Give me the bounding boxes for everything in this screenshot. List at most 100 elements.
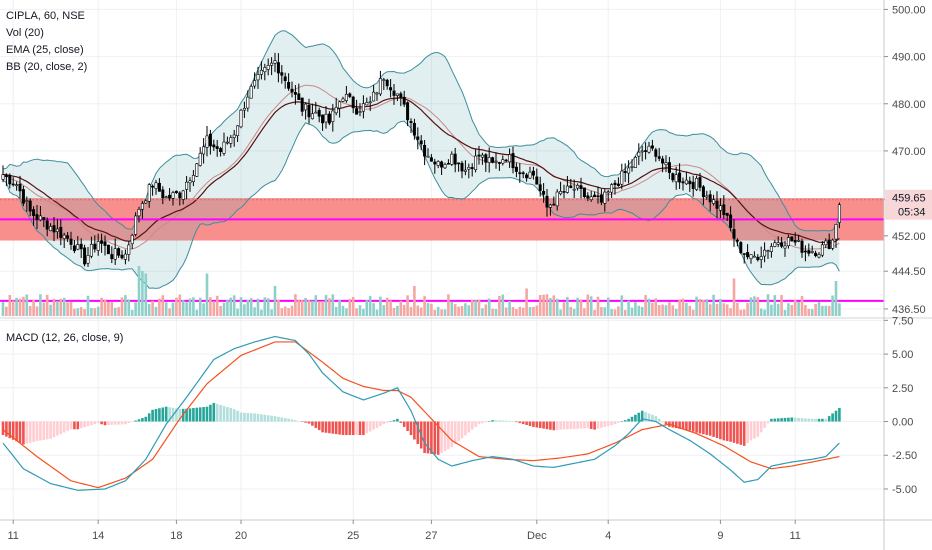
candle[interactable] <box>637 143 641 166</box>
candle[interactable] <box>732 219 736 247</box>
candle[interactable] <box>688 176 692 192</box>
candle[interactable] <box>338 100 342 118</box>
candle[interactable] <box>644 142 648 160</box>
candle[interactable] <box>219 146 223 157</box>
candle[interactable] <box>361 95 365 119</box>
candle[interactable] <box>491 156 495 164</box>
candle[interactable] <box>300 97 304 117</box>
candle[interactable] <box>715 191 719 219</box>
candle[interactable] <box>783 240 787 257</box>
candle[interactable] <box>742 253 746 264</box>
candle[interactable] <box>113 238 117 265</box>
candle[interactable] <box>42 217 46 228</box>
candle[interactable] <box>793 232 797 246</box>
candle[interactable] <box>28 198 32 217</box>
candle[interactable] <box>480 152 484 165</box>
candle[interactable] <box>52 216 56 242</box>
candle[interactable] <box>263 63 267 81</box>
candle[interactable] <box>154 179 158 195</box>
candle[interactable] <box>253 72 257 89</box>
candle[interactable] <box>62 232 66 249</box>
candle[interactable] <box>831 238 835 251</box>
candle[interactable] <box>21 185 25 207</box>
candle[interactable] <box>236 125 240 142</box>
candle[interactable] <box>620 163 624 190</box>
candle[interactable] <box>457 162 461 172</box>
candle[interactable] <box>287 73 291 91</box>
candle[interactable] <box>508 148 512 168</box>
candle[interactable] <box>552 196 556 206</box>
candle[interactable] <box>11 176 15 187</box>
candle[interactable] <box>521 171 525 179</box>
candle[interactable] <box>191 170 195 187</box>
candle[interactable] <box>256 67 260 89</box>
candle[interactable] <box>627 160 631 184</box>
candle[interactable] <box>603 189 607 212</box>
candle[interactable] <box>572 179 576 198</box>
candle[interactable] <box>504 158 508 163</box>
candle[interactable] <box>773 239 777 248</box>
candle[interactable] <box>137 206 141 223</box>
candle[interactable] <box>599 189 603 206</box>
candle[interactable] <box>276 53 280 83</box>
candle[interactable] <box>576 183 580 191</box>
candle[interactable] <box>729 206 733 232</box>
candle[interactable] <box>15 181 19 191</box>
candle[interactable] <box>232 129 236 147</box>
candle[interactable] <box>8 173 12 189</box>
candle[interactable] <box>375 91 379 101</box>
candle[interactable] <box>297 83 301 100</box>
candle[interactable] <box>100 233 104 253</box>
candle[interactable] <box>440 160 444 176</box>
candle[interactable] <box>127 241 131 262</box>
candle[interactable] <box>701 185 705 205</box>
candle[interactable] <box>820 240 824 258</box>
candle[interactable] <box>579 177 583 199</box>
candle[interactable] <box>83 244 87 267</box>
candle[interactable] <box>511 146 515 174</box>
candle[interactable] <box>25 196 29 212</box>
candle[interactable] <box>310 103 314 120</box>
candle[interactable] <box>756 254 760 262</box>
candle[interactable] <box>718 198 722 219</box>
candle[interactable] <box>654 147 658 162</box>
candle[interactable] <box>55 218 59 239</box>
candle[interactable] <box>324 106 328 129</box>
candle[interactable] <box>528 166 532 179</box>
candle[interactable] <box>351 95 355 114</box>
candle[interactable] <box>222 132 226 156</box>
candle[interactable] <box>593 191 597 198</box>
candle[interactable] <box>123 249 127 265</box>
time-axis[interactable]: 11 14 18 20 25 27 Dec 4 9 11 <box>0 519 932 542</box>
candle[interactable] <box>140 200 144 219</box>
candle[interactable] <box>208 129 212 155</box>
candle[interactable] <box>181 189 185 205</box>
macd-panel[interactable] <box>0 317 932 491</box>
candle[interactable] <box>535 168 539 185</box>
candle[interactable] <box>174 190 178 194</box>
candle[interactable] <box>293 85 297 105</box>
candle[interactable] <box>582 187 586 199</box>
candle[interactable] <box>426 148 430 158</box>
candle[interactable] <box>86 246 90 267</box>
candle[interactable] <box>45 217 49 237</box>
candle[interactable] <box>317 107 321 123</box>
candle[interactable] <box>372 85 376 102</box>
candle[interactable] <box>331 104 335 132</box>
indicator-volume-label[interactable]: Vol (20) <box>6 27 44 39</box>
candle[interactable] <box>671 172 675 183</box>
candle[interactable] <box>327 111 331 126</box>
candle[interactable] <box>161 186 165 205</box>
candle[interactable] <box>304 103 308 120</box>
candle[interactable] <box>769 243 773 258</box>
candle[interactable] <box>586 192 590 202</box>
candle[interactable] <box>433 158 437 174</box>
candle[interactable] <box>616 177 620 187</box>
candle[interactable] <box>344 85 348 103</box>
candle[interactable] <box>355 99 359 115</box>
candle[interactable] <box>814 250 818 258</box>
candle[interactable] <box>412 118 416 140</box>
candle[interactable] <box>266 58 270 76</box>
candle[interactable] <box>76 236 80 251</box>
indicator-ema-label[interactable]: EMA (25, close) <box>6 44 84 56</box>
